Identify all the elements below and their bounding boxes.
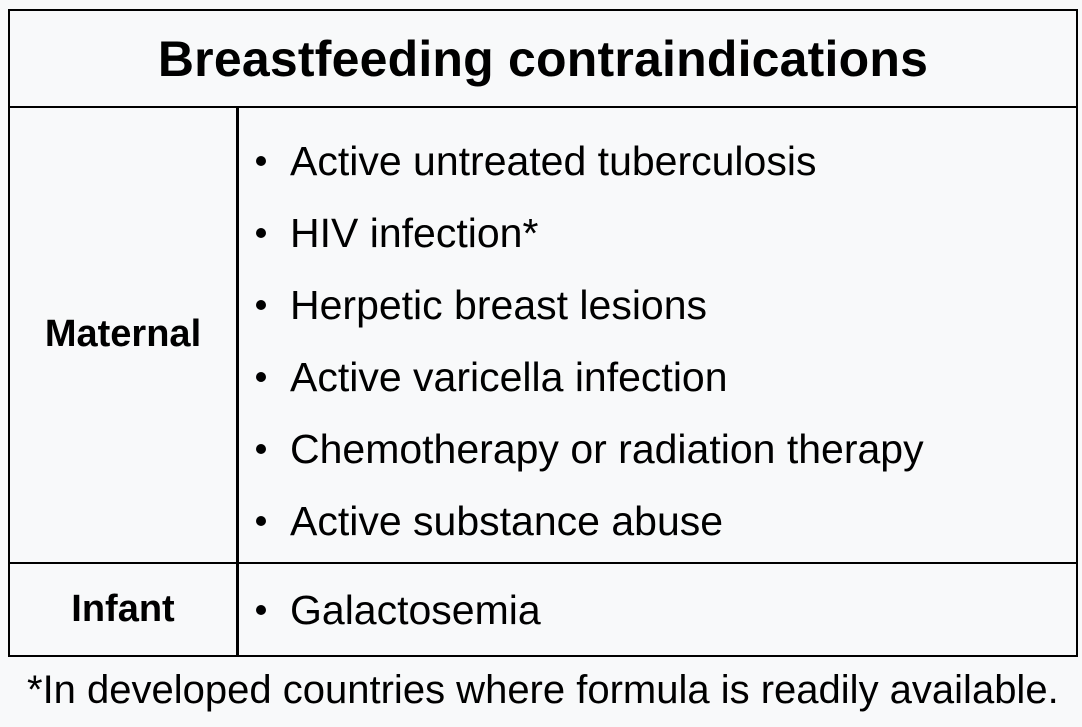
bullet-icon xyxy=(256,516,266,526)
bullet-icon xyxy=(256,300,266,310)
list-item: Active untreated tuberculosis xyxy=(256,125,1076,197)
bullet-icon xyxy=(256,605,266,615)
list-item: Galactosemia xyxy=(256,584,1076,636)
list-item-text: Active substance abuse xyxy=(290,497,724,544)
list-item-text: Galactosemia xyxy=(290,586,541,633)
list-item: Herpetic breast lesions xyxy=(256,269,1076,341)
list-item: Active substance abuse xyxy=(256,485,1076,557)
list-item-text: Active untreated tuberculosis xyxy=(290,137,817,184)
maternal-list: Active untreated tuberculosis HIV infect… xyxy=(256,125,1076,557)
list-item: HIV infection* xyxy=(256,197,1076,269)
table-row-infant: Infant Galactosemia xyxy=(10,564,1076,655)
bullet-icon xyxy=(256,372,266,382)
list-item-text: Chemotherapy or radiation therapy xyxy=(290,425,924,472)
bullet-icon xyxy=(256,228,266,238)
list-item: Active varicella infection xyxy=(256,341,1076,413)
contraindications-table: Breastfeeding contraindications Maternal… xyxy=(8,9,1078,657)
list-item-text: Active varicella infection xyxy=(290,353,728,400)
row-label-maternal: Maternal xyxy=(10,106,239,562)
list-item-text: HIV infection* xyxy=(290,209,539,256)
list-item: Chemotherapy or radiation therapy xyxy=(256,413,1076,485)
bullet-icon xyxy=(256,444,266,454)
table-row-maternal: Maternal Active untreated tuberculosis H… xyxy=(10,106,1076,564)
infant-list: Galactosemia xyxy=(256,584,1076,636)
footnote: *In developed countries where formula is… xyxy=(27,668,1059,712)
row-items-infant: Galactosemia xyxy=(242,564,1076,655)
bullet-icon xyxy=(256,156,266,166)
table-title: Breastfeeding contraindications xyxy=(10,11,1076,108)
list-item-text: Herpetic breast lesions xyxy=(290,281,708,328)
row-label-infant: Infant xyxy=(10,564,239,655)
row-items-maternal: Active untreated tuberculosis HIV infect… xyxy=(242,106,1076,562)
